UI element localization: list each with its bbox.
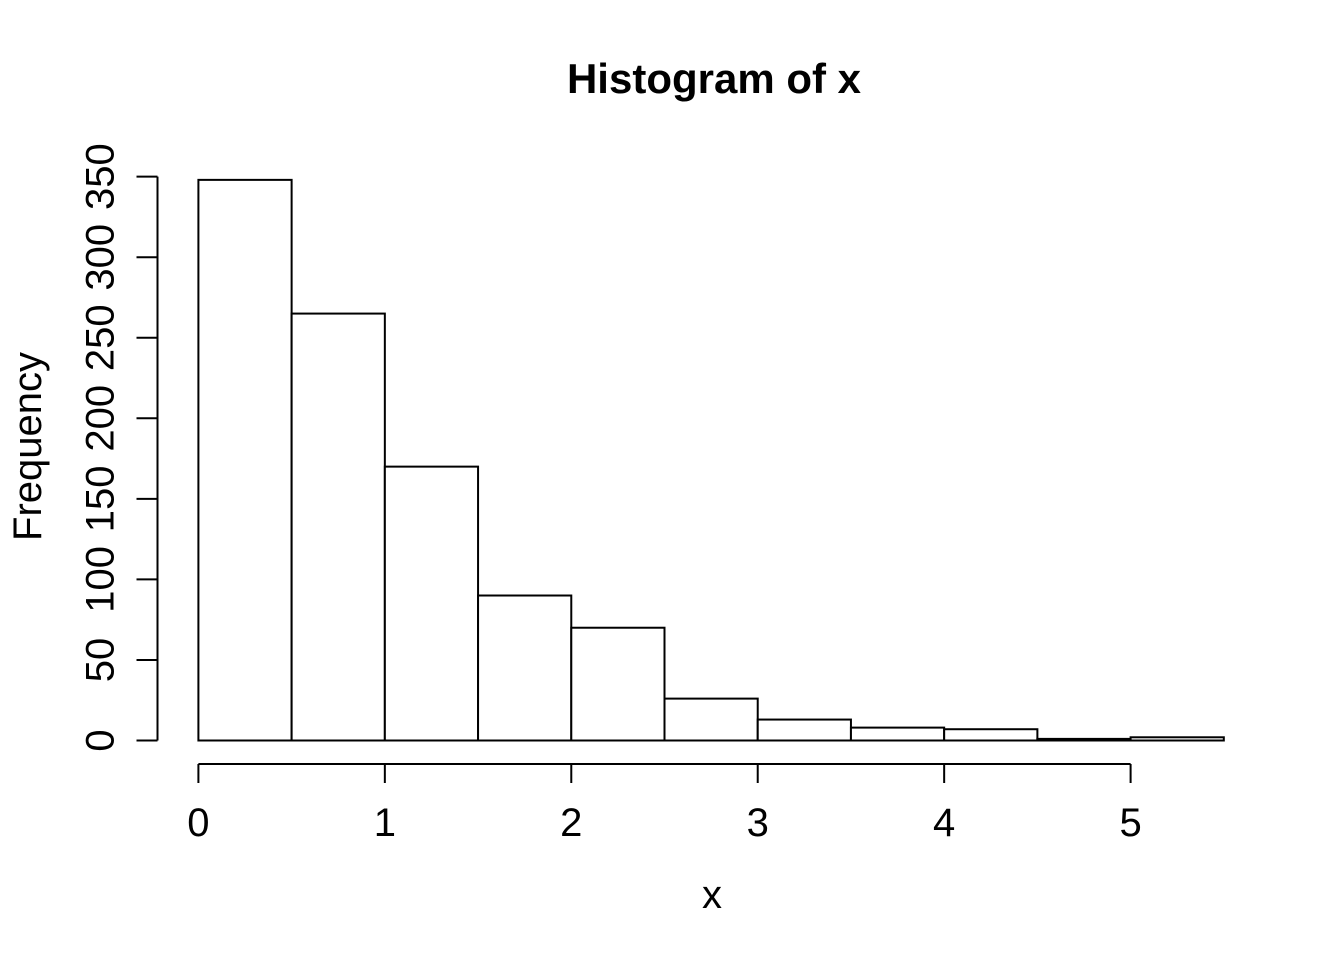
histogram-bar [570,626,666,742]
y-tick-label: 0 [79,729,123,751]
y-tick-label: 300 [79,224,123,291]
y-tick-label: 350 [79,143,123,210]
y-tick-label: 150 [79,465,123,532]
bars-layer [197,178,1225,742]
x-tick-label: 3 [747,801,769,845]
histogram-bar [290,312,386,742]
histogram-bar [477,594,573,742]
x-tick-label: 1 [374,801,396,845]
x-tick-label: 2 [560,801,582,845]
histogram-bar [1129,736,1225,742]
histogram-bar [756,718,852,742]
x-axis: 0 1 2 3 4 5 [187,763,1142,845]
y-tick-label: 100 [79,546,123,613]
histogram-bar [849,726,946,742]
x-tick-label: 4 [933,801,955,845]
y-tick-label: 200 [79,385,123,452]
y-axis: 0 50 100 150 200 250 300 350 [79,143,159,752]
histogram-bar [943,728,1039,742]
y-axis-label: Frequency [6,352,50,541]
y-tick-label: 250 [79,304,123,371]
x-tick-label: 5 [1119,801,1141,845]
x-axis-label: x [702,873,722,917]
chart-title: Histogram of x [567,55,862,102]
x-tick-label: 0 [187,801,209,845]
y-tick-label: 50 [79,638,123,683]
histogram-bar [383,465,480,742]
histogram-bar [1036,737,1132,742]
histogram-bar [663,697,759,742]
histogram-bar [197,178,293,742]
